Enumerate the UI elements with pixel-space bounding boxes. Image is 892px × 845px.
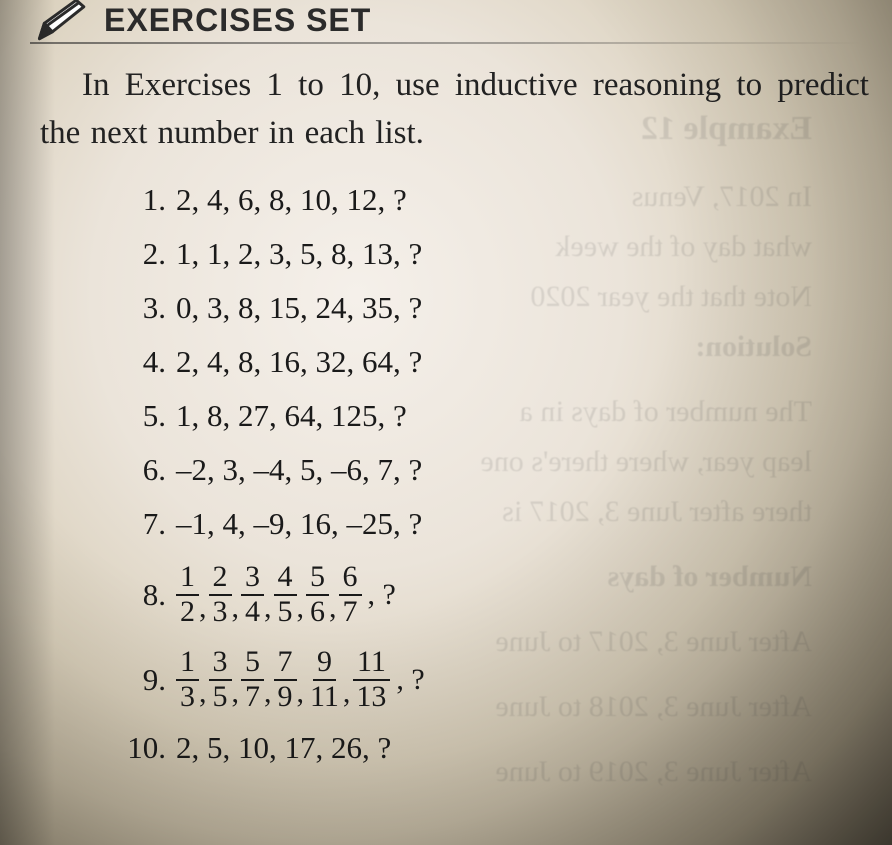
exercise-number: 8.	[120, 579, 166, 610]
exercise-sequence: 2, 5, 10, 17, 26, ?	[176, 732, 391, 763]
fraction-sequence: 13, 35, 57, 79, 911, 1113 , ?	[176, 647, 425, 712]
exercise-sequence: 0, 3, 8, 15, 24, 35, ?	[176, 292, 422, 323]
exercise-sequence: 1, 8, 27, 64, 125, ?	[176, 400, 407, 431]
exercise-number: 9.	[120, 664, 166, 695]
fraction-sequence: 12, 23, 34, 45, 56, 67 , ?	[176, 562, 396, 627]
exercise-number: 4.	[120, 346, 166, 377]
page-root: Example 12 In 2017, Venus what day of th…	[0, 0, 892, 845]
exercise-sequence: 2, 4, 8, 16, 32, 64, ?	[176, 346, 422, 377]
header-row: EXERCISES SET	[30, 0, 371, 40]
instructions-line-1: In Exercises 1 to 10, use inductive reas…	[40, 62, 892, 110]
header-rule	[30, 42, 862, 44]
section-title: EXERCISES SET	[104, 2, 371, 39]
exercise-number: 5.	[120, 400, 166, 431]
exercise-number: 7.	[120, 508, 166, 539]
exercise-item: 5. 1, 8, 27, 64, 125, ?	[120, 400, 852, 431]
exercise-item-fractions: 8. 12, 23, 34, 45, 56, 67 , ?	[120, 562, 852, 627]
exercise-item: 7. –1, 4, –9, 16, –25, ?	[120, 508, 852, 539]
fraction: 57	[241, 647, 264, 712]
exercise-item: 6. –2, 3, –4, 5, –6, 7, ?	[120, 454, 852, 485]
exercise-item: 3. 0, 3, 8, 15, 24, 35, ?	[120, 292, 852, 323]
exercise-sequence: –2, 3, –4, 5, –6, 7, ?	[176, 454, 422, 485]
fraction: 23	[209, 562, 232, 627]
fraction: 79	[274, 647, 297, 712]
exercise-sequence: 1, 1, 2, 3, 5, 8, 13, ?	[176, 238, 422, 269]
exercise-sequence: –1, 4, –9, 16, –25, ?	[176, 508, 422, 539]
fraction: 911	[306, 647, 343, 712]
instructions-line-2: the next number in each list.	[40, 110, 892, 158]
pencil-icon	[26, 0, 93, 46]
fraction: 56	[306, 562, 329, 627]
exercise-number: 10.	[120, 732, 166, 763]
sequence-tail: , ?	[390, 665, 424, 695]
fraction: 12	[176, 562, 199, 627]
exercise-number: 1.	[120, 184, 166, 215]
exercise-sequence: 2, 4, 6, 8, 10, 12, ?	[176, 184, 407, 215]
fraction: 13	[176, 647, 199, 712]
fraction: 35	[209, 647, 232, 712]
exercise-number: 6.	[120, 454, 166, 485]
exercise-item: 4. 2, 4, 8, 16, 32, 64, ?	[120, 346, 852, 377]
fraction: 1113	[352, 647, 390, 712]
sequence-tail: , ?	[362, 580, 396, 610]
exercise-item: 2. 1, 1, 2, 3, 5, 8, 13, ?	[120, 238, 852, 269]
fraction: 34	[241, 562, 264, 627]
exercise-list: 1. 2, 4, 6, 8, 10, 12, ? 2. 1, 1, 2, 3, …	[120, 184, 852, 786]
exercise-item: 1. 2, 4, 6, 8, 10, 12, ?	[120, 184, 852, 215]
exercise-item: 10. 2, 5, 10, 17, 26, ?	[120, 732, 852, 763]
instructions-text: In Exercises 1 to 10, use inductive reas…	[40, 62, 892, 158]
exercise-number: 2.	[120, 238, 166, 269]
exercise-number: 3.	[120, 292, 166, 323]
fraction: 45	[274, 562, 297, 627]
exercise-item-fractions: 9. 13, 35, 57, 79, 911, 1113 , ?	[120, 647, 852, 712]
fraction: 67	[339, 562, 362, 627]
